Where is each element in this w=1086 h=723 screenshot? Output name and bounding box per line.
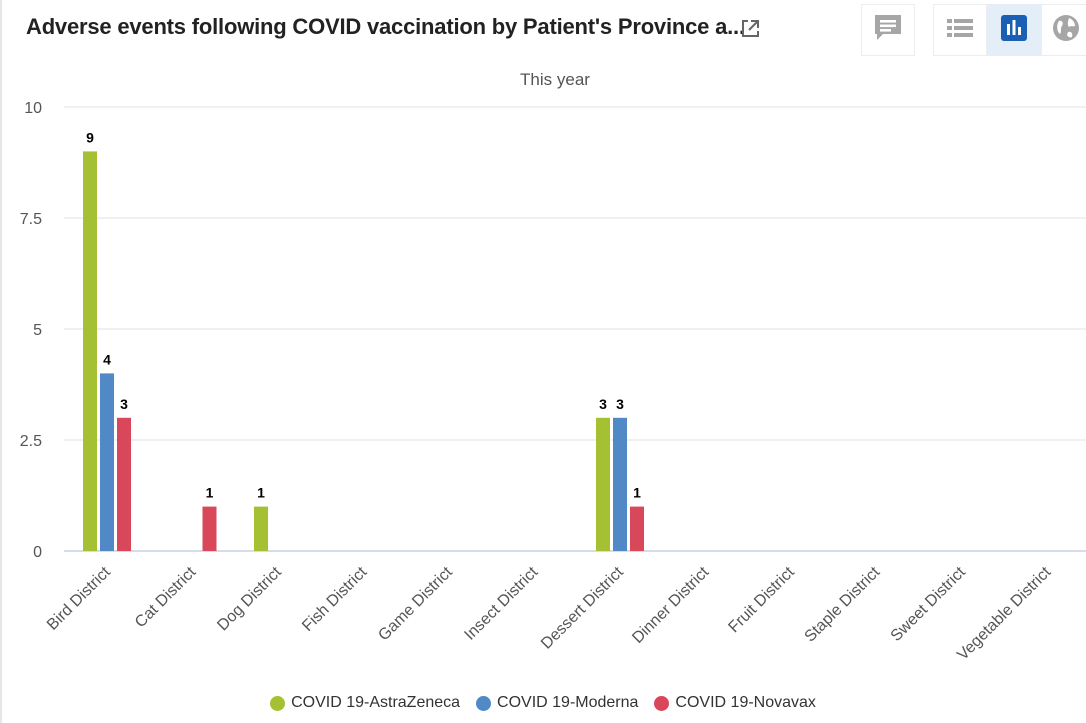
legend-label: COVID 19-Novavax: [675, 694, 816, 711]
bar[interactable]: [613, 417, 627, 551]
panel-title: Adverse events following COVID vaccinati…: [26, 14, 745, 39]
legend-item[interactable]: COVID 19-AstraZeneca: [270, 694, 460, 712]
x-tick-label: Bird District: [44, 563, 114, 633]
x-tick-label: Fish District: [299, 563, 370, 634]
panel-left-border: [0, 0, 2, 723]
x-tick-label: Dessert District: [538, 563, 627, 652]
panel-header: Adverse events following COVID vaccinati…: [0, 0, 1086, 60]
list-view-button[interactable]: [933, 4, 987, 56]
data-label: 9: [86, 129, 94, 145]
bar[interactable]: [202, 506, 217, 551]
chart-subtitle: This year: [520, 70, 590, 89]
legend-marker: [654, 695, 670, 711]
chart-legend: COVID 19-AstraZeneca COVID 19-Moderna COVI…: [0, 694, 1086, 712]
legend-marker: [476, 695, 492, 711]
bar[interactable]: [83, 151, 97, 551]
bar[interactable]: [630, 506, 644, 551]
data-label: 4: [103, 351, 111, 367]
x-tick-label: Fruit District: [725, 563, 798, 636]
x-tick-label: Vegetable District: [954, 563, 1054, 663]
data-label: 1: [633, 485, 641, 501]
data-label: 1: [206, 485, 214, 501]
list-icon: [946, 16, 974, 45]
bar[interactable]: [254, 506, 268, 551]
bar-chart: This year 0 2.5 5 7.5 10 Bird District Cat Dist…: [20, 70, 1086, 664]
data-label: 3: [616, 396, 624, 412]
y-tick-label: 2.5: [20, 433, 42, 450]
bar[interactable]: [596, 417, 610, 551]
chart-view-button[interactable]: [987, 4, 1041, 56]
data-label: 3: [599, 396, 607, 412]
x-tick-label: Sweet District: [888, 563, 970, 645]
x-tick-label: Dinner District: [629, 563, 712, 646]
y-tick-label: 10: [24, 100, 42, 117]
x-tick-label: Dog District: [214, 563, 285, 634]
x-tick-label: Staple District: [802, 563, 884, 645]
x-tick-label: Game District: [375, 563, 456, 644]
x-tick-label: Cat District: [132, 563, 200, 631]
comment-icon: [872, 13, 904, 48]
bar-chart-icon: [1000, 14, 1028, 47]
legend-marker: [270, 695, 286, 711]
legend-label: COVID 19-Moderna: [497, 694, 639, 711]
legend-item[interactable]: COVID 19-Novavax: [654, 694, 816, 712]
y-tick-label: 5: [33, 322, 42, 339]
map-view-button[interactable]: [1041, 4, 1086, 56]
y-tick-label: 7.5: [20, 211, 42, 228]
x-tick-label: Insect District: [461, 563, 541, 643]
globe-icon: [1051, 13, 1081, 48]
bar[interactable]: [117, 417, 131, 551]
y-tick-label: 0: [33, 544, 42, 561]
comment-button[interactable]: [861, 4, 915, 56]
data-label: 1: [257, 485, 265, 501]
legend-item[interactable]: COVID 19-Moderna: [476, 694, 638, 712]
external-link-icon[interactable]: [738, 17, 762, 41]
legend-label: COVID 19-AstraZeneca: [291, 694, 461, 711]
bar[interactable]: [100, 373, 114, 551]
data-label: 3: [120, 396, 128, 412]
